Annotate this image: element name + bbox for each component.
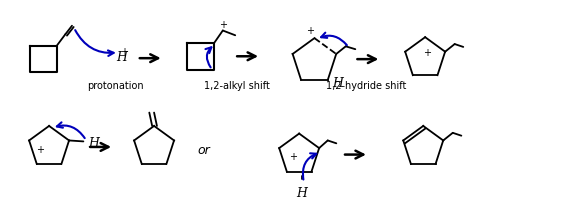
Text: H: H: [116, 51, 127, 63]
Text: H: H: [88, 136, 99, 149]
Text: 1,2-hydride shift: 1,2-hydride shift: [326, 81, 406, 90]
Text: +: +: [119, 47, 128, 57]
Text: +: +: [306, 26, 314, 36]
Text: +: +: [219, 20, 227, 30]
Text: +: +: [423, 48, 431, 58]
Text: +: +: [289, 152, 297, 162]
Text: H: H: [297, 186, 307, 199]
Text: H: H: [333, 77, 343, 89]
Text: +: +: [35, 144, 43, 154]
Text: protonation: protonation: [88, 81, 144, 90]
Text: 1,2-alkyl shift: 1,2-alkyl shift: [204, 81, 270, 90]
Text: or: or: [198, 144, 210, 157]
